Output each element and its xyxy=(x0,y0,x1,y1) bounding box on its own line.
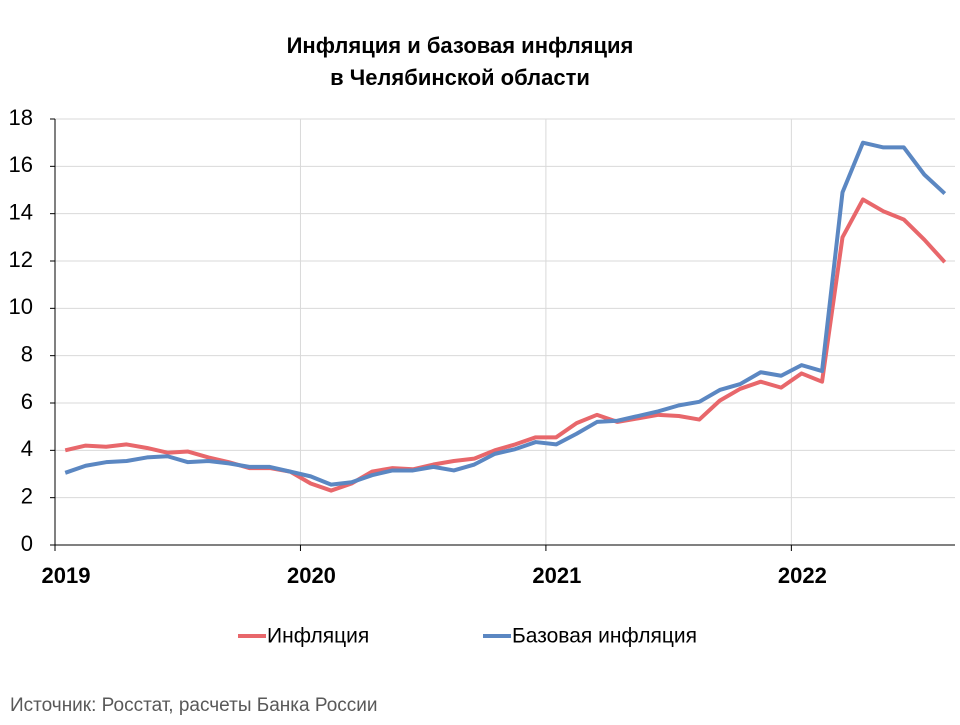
y-tick-label: 18 xyxy=(9,105,33,130)
y-tick-label: 12 xyxy=(9,247,33,272)
x-tick-label: 2020 xyxy=(287,563,336,588)
y-tick-label: 4 xyxy=(21,436,33,461)
legend-label: Базовая инфляция xyxy=(512,625,697,648)
source-note: Источник: Росстат, расчеты Банка России xyxy=(10,695,378,716)
chart-title: в Челябинской области xyxy=(330,65,590,90)
y-tick-label: 6 xyxy=(21,389,33,414)
y-tick-label: 0 xyxy=(21,531,33,556)
y-tick-label: 10 xyxy=(9,294,33,319)
y-tick-label: 2 xyxy=(21,483,33,508)
x-tick-label: 2021 xyxy=(532,563,581,588)
legend-label: Инфляция xyxy=(267,625,369,648)
x-tick-label: 2022 xyxy=(778,563,827,588)
y-tick-label: 16 xyxy=(9,152,33,177)
series-line xyxy=(64,140,947,487)
y-tick-label: 8 xyxy=(21,341,33,366)
chart-title: Инфляция и базовая инфляция xyxy=(287,33,634,58)
y-tick-label: 14 xyxy=(9,199,33,224)
series-line xyxy=(64,197,947,493)
x-tick-label: 2019 xyxy=(42,563,91,588)
